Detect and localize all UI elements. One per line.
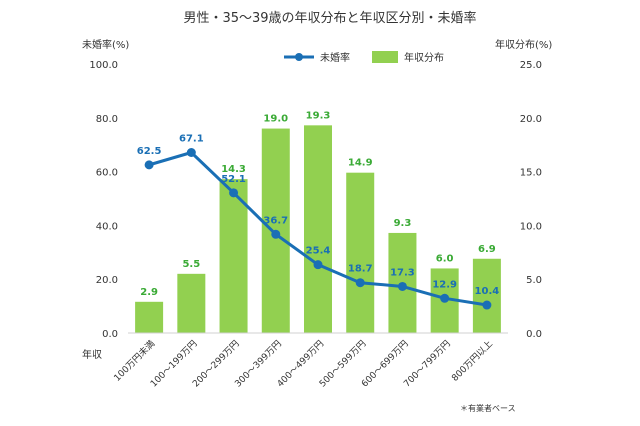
bar (346, 172, 375, 333)
left-axis-ticks: 0.0 20.0 40.0 60.0 80.0 100.0 (89, 60, 118, 340)
line-point (440, 293, 450, 303)
x-axis-labels: 100万円未満100〜199万円200〜299万円300〜399万円400〜49… (111, 338, 495, 390)
bar-value-label: 14.9 (348, 158, 373, 169)
right-tick-label: 15.0 (520, 168, 542, 179)
bar-value-label: 5.5 (182, 259, 200, 270)
left-tick-label: 20.0 (96, 275, 118, 286)
line-point (397, 281, 407, 291)
line-point (186, 148, 196, 158)
left-axis-title: 未婚率(%) (82, 38, 129, 51)
bar (219, 179, 248, 333)
right-tick-label: 5.0 (526, 275, 542, 286)
line-point (313, 260, 323, 270)
line-value-label: 10.4 (475, 286, 500, 297)
line-value-label: 17.3 (390, 267, 415, 278)
footnote: ＊有業者ベース (460, 403, 516, 413)
bar (135, 301, 164, 333)
line-point (482, 300, 492, 310)
legend-line-label: 未婚率 (320, 51, 350, 64)
right-tick-label: 20.0 (520, 114, 542, 125)
right-tick-label: 10.0 (520, 221, 542, 232)
left-tick-label: 60.0 (96, 168, 118, 179)
x-tick-label: 100万円未満 (111, 338, 157, 384)
x-axis-title: 年収 (82, 348, 102, 361)
line-value-label: 25.4 (306, 246, 331, 257)
bar (472, 258, 501, 333)
line-point (144, 160, 154, 170)
line-value-label: 52.1 (221, 174, 246, 185)
bar-value-label: 2.9 (140, 287, 158, 298)
bar-value-label: 6.9 (478, 244, 496, 255)
left-tick-label: 80.0 (96, 114, 118, 125)
line-value-label: 36.7 (263, 215, 288, 226)
left-tick-label: 0.0 (102, 329, 118, 340)
right-tick-label: 25.0 (520, 60, 542, 71)
bar-value-label: 6.0 (436, 253, 454, 264)
line-value-label: 12.9 (432, 279, 457, 290)
line-point (355, 278, 365, 288)
right-axis-title: 年収分布(%) (495, 38, 552, 51)
bar-value-label: 14.3 (221, 164, 246, 175)
bar-value-label: 9.3 (394, 218, 412, 229)
line-value-label: 62.5 (137, 146, 162, 157)
legend: 未婚率 年収分布 (284, 51, 444, 64)
bar-value-label: 19.0 (263, 114, 288, 125)
line-point (271, 229, 281, 239)
right-tick-label: 0.0 (526, 329, 542, 340)
x-tick-label: 800万円以上 (450, 338, 495, 383)
legend-bar-swatch (372, 51, 398, 63)
left-tick-label: 40.0 (96, 221, 118, 232)
line-point (229, 188, 239, 198)
line-value-label: 67.1 (179, 134, 204, 145)
line-value-label: 18.7 (348, 264, 373, 275)
bar (304, 125, 332, 333)
line-series: 62.5 67.1 52.1 36.7 25.4 18.7 17.3 12.9 10.4 (137, 134, 499, 310)
right-axis-ticks: 0.0 5.0 10.0 15.0 20.0 25.0 (520, 60, 542, 340)
chart-title: 男性・35〜39歳の年収分布と年収区分別・未婚率 (183, 10, 476, 26)
legend-line-marker (295, 53, 303, 61)
bar-value-label: 19.3 (306, 110, 331, 121)
legend-bar-label: 年収分布 (404, 51, 444, 64)
bar (177, 273, 206, 333)
left-tick-label: 100.0 (89, 60, 118, 71)
